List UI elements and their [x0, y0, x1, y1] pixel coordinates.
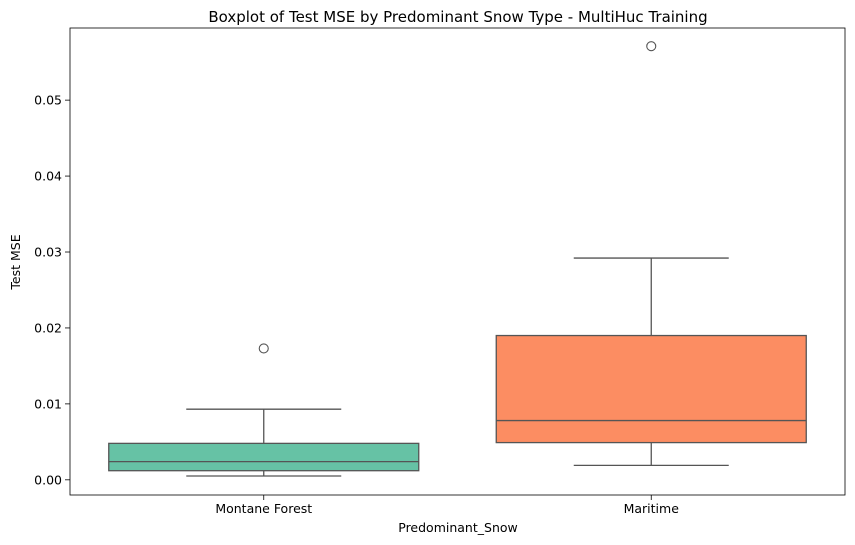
box-group [495, 41, 807, 467]
y-tick-label: 0.05 [34, 93, 62, 108]
plot-content [108, 41, 807, 477]
y-tick-label: 0.04 [34, 169, 62, 184]
x-axis-label: Predominant_Snow [398, 520, 518, 535]
y-axis-label: Test MSE [8, 234, 23, 290]
chart-title: Boxplot of Test MSE by Predominant Snow … [208, 8, 707, 26]
outlier-point [646, 41, 657, 52]
plot-frame [69, 27, 846, 496]
y-axis: 0.00 0.01 0.02 0.03 0.04 0.05 [34, 93, 70, 487]
y-tick-label: 0.00 [34, 472, 62, 487]
box-group [108, 343, 420, 477]
y-tick-label: 0.01 [34, 396, 62, 411]
x-tick-label: Montane Forest [215, 501, 312, 516]
x-axis: Montane Forest Maritime [215, 495, 679, 516]
y-tick-label: 0.03 [34, 245, 62, 260]
outlier-point [258, 343, 269, 354]
box-iqr [108, 442, 420, 472]
x-tick-label: Maritime [624, 501, 680, 516]
box-iqr [495, 334, 807, 444]
y-tick-label: 0.02 [34, 320, 62, 335]
